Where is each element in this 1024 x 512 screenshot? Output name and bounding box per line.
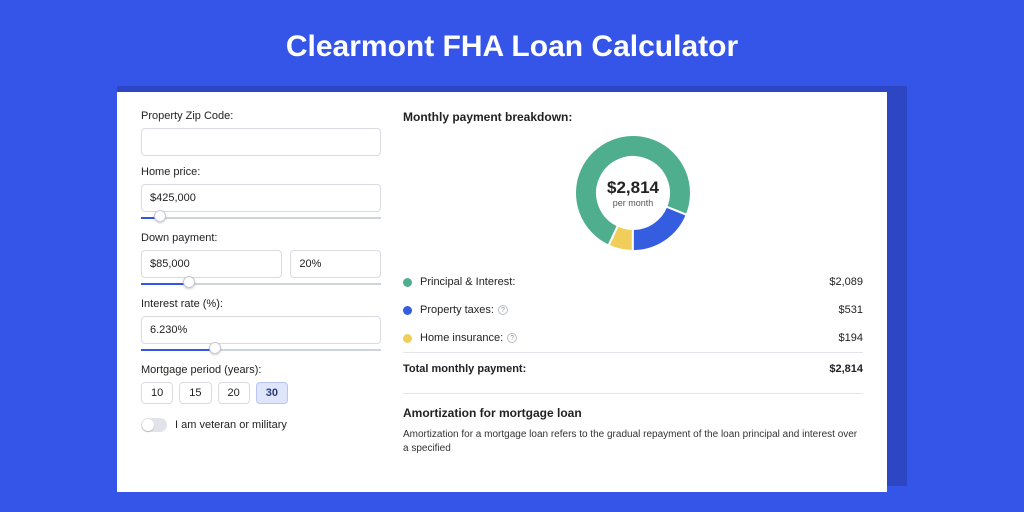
legend-label-text: Home insurance:	[420, 332, 503, 344]
period-button-group: 10 15 20 30	[141, 382, 381, 404]
home-price-slider[interactable]	[141, 214, 381, 222]
amortization-title: Amortization for mortgage loan	[403, 406, 863, 420]
down-payment-percent-input[interactable]	[290, 250, 381, 278]
legend-row-0: Principal & Interest: $2,089	[403, 268, 863, 296]
legend-label-text: Property taxes:	[420, 304, 494, 316]
period-button-10[interactable]: 10	[141, 382, 173, 404]
info-icon[interactable]: ?	[507, 333, 517, 343]
legend-dot-icon	[403, 278, 412, 287]
down-payment-slider[interactable]	[141, 280, 381, 288]
breakdown-legend: Principal & Interest: $2,089 Property taxe…	[403, 268, 863, 383]
interest-rate-input[interactable]	[141, 316, 381, 344]
total-value: $2,814	[829, 363, 863, 375]
period-button-20[interactable]: 20	[218, 382, 250, 404]
down-payment-field: Down payment:	[141, 232, 381, 288]
card-shadow: Property Zip Code: Home price: Down paym…	[117, 86, 907, 486]
slider-fill	[141, 283, 189, 285]
legend-dot-icon	[403, 306, 412, 315]
amortization-section: Amortization for mortgage loan Amortizat…	[403, 393, 863, 456]
interest-rate-field: Interest rate (%):	[141, 298, 381, 354]
mortgage-period-field: Mortgage period (years): 10 15 20 30	[141, 364, 381, 404]
mortgage-period-label: Mortgage period (years):	[141, 364, 381, 376]
down-payment-amount-input[interactable]	[141, 250, 282, 278]
zip-field: Property Zip Code:	[141, 110, 381, 156]
legend-label: Property taxes:?	[420, 304, 839, 316]
form-column: Property Zip Code: Home price: Down paym…	[141, 110, 381, 492]
interest-rate-slider[interactable]	[141, 346, 381, 354]
legend-row-total: Total monthly payment:$2,814	[403, 352, 863, 383]
legend-label-text: Principal & Interest:	[420, 276, 515, 288]
legend-row-2: Home insurance:?$194	[403, 324, 863, 352]
legend-value: $2,089	[829, 276, 863, 288]
veteran-toggle[interactable]	[141, 418, 167, 432]
interest-rate-label: Interest rate (%):	[141, 298, 381, 310]
down-payment-label: Down payment:	[141, 232, 381, 244]
zip-label: Property Zip Code:	[141, 110, 381, 122]
amortization-text: Amortization for a mortgage loan refers …	[403, 428, 863, 456]
donut-center-value: $2,814	[607, 178, 659, 198]
total-label: Total monthly payment:	[403, 363, 829, 375]
home-price-label: Home price:	[141, 166, 381, 178]
slider-track	[141, 217, 381, 219]
home-price-input[interactable]	[141, 184, 381, 212]
period-button-15[interactable]: 15	[179, 382, 211, 404]
calculator-card: Property Zip Code: Home price: Down paym…	[117, 92, 887, 492]
donut-slice-1	[633, 207, 687, 251]
slider-thumb[interactable]	[183, 276, 195, 288]
veteran-row: I am veteran or military	[141, 418, 381, 432]
legend-row-1: Property taxes:?$531	[403, 296, 863, 324]
breakdown-title: Monthly payment breakdown:	[403, 110, 863, 124]
info-icon[interactable]: ?	[498, 305, 508, 315]
legend-label: Principal & Interest:	[420, 276, 829, 288]
slider-fill	[141, 349, 215, 351]
period-button-30[interactable]: 30	[256, 382, 288, 404]
legend-value: $531	[839, 304, 863, 316]
donut-center: $2,814 per month	[607, 178, 659, 208]
payment-donut-chart: $2,814 per month	[574, 134, 692, 252]
zip-input[interactable]	[141, 128, 381, 156]
legend-value: $194	[839, 332, 863, 344]
slider-thumb[interactable]	[209, 342, 221, 354]
legend-label: Home insurance:?	[420, 332, 839, 344]
donut-container: $2,814 per month	[403, 128, 863, 262]
veteran-label: I am veteran or military	[175, 419, 287, 431]
legend-dot-icon	[403, 334, 412, 343]
page-title: Clearmont FHA Loan Calculator	[0, 0, 1024, 86]
home-price-field: Home price:	[141, 166, 381, 222]
donut-center-sub: per month	[607, 198, 659, 208]
slider-thumb[interactable]	[154, 210, 166, 222]
breakdown-column: Monthly payment breakdown: $2,814 per mo…	[403, 110, 863, 492]
